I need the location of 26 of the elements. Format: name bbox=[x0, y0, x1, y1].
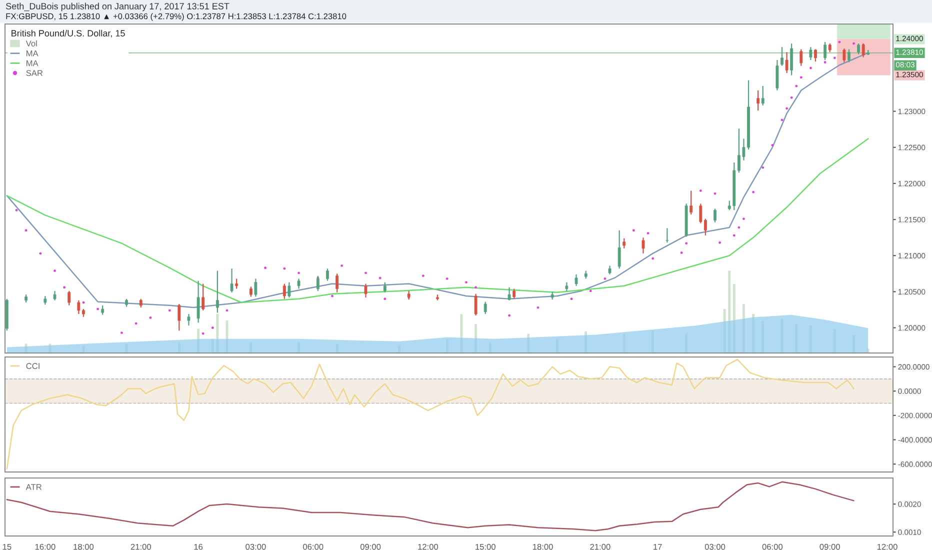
x-tick-label: 17 bbox=[654, 544, 662, 550]
legend-label: CCI bbox=[26, 363, 40, 369]
x-tick-label: 21:00 bbox=[130, 544, 151, 550]
x-tick-label: 16 bbox=[194, 544, 203, 550]
x-tick-label: 12:00 bbox=[418, 544, 438, 550]
x-tick-label: 06:00 bbox=[303, 544, 324, 550]
legend-title: British Pound/U.S. Dollar, 15 bbox=[12, 30, 125, 38]
legend-label: SAR bbox=[26, 70, 43, 76]
x-tick-label: 18:00 bbox=[74, 544, 94, 550]
chart-title: Seth_DuBois published on January 17, 2017 13:51 EST bbox=[6, 2, 230, 12]
legend-label: MA bbox=[26, 60, 38, 66]
x-tick-label: 09:00 bbox=[820, 544, 840, 550]
legend-label: MA bbox=[26, 50, 38, 56]
legend-label: ATR bbox=[26, 484, 42, 490]
x-tick-label: 18:00 bbox=[532, 544, 553, 550]
x-tick-label: 21:00 bbox=[590, 544, 610, 550]
chart-subtitle: FX:GBPUSD, 15 1.23810 ▲ +0.03366 (+2.79%) O:1.23787 H:1.23853 L:1.23784 C:1.23810 bbox=[6, 13, 346, 21]
x-tick-label: 16:00 bbox=[35, 544, 56, 550]
x-tick-label: 15:00 bbox=[476, 544, 496, 550]
legend-label: Vol bbox=[26, 40, 37, 46]
x-tick-label: 06:00 bbox=[762, 544, 783, 550]
x-tick-label: 03:00 bbox=[704, 544, 726, 550]
x-tick-label: 12:00 bbox=[877, 544, 898, 550]
x-tick-label: 15 bbox=[2, 544, 12, 550]
x-tick-label: 03:00 bbox=[246, 544, 266, 550]
x-tick-label: 09:00 bbox=[360, 544, 381, 550]
